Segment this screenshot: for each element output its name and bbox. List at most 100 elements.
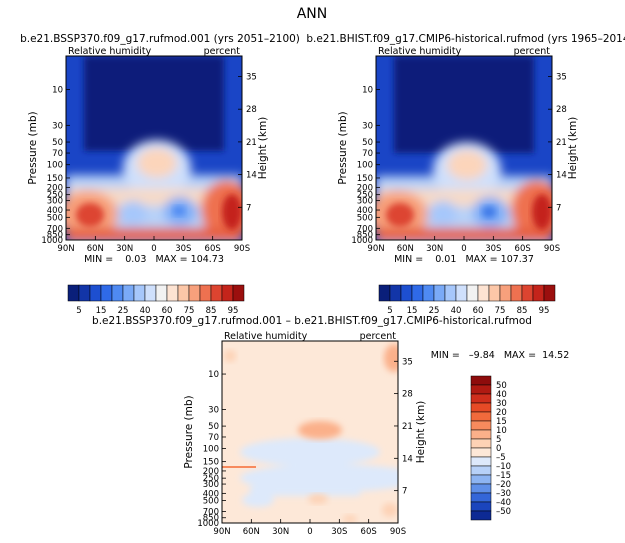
panel-a-y2label: Height (km) bbox=[257, 117, 269, 180]
panel-c-pressure-tick-label: 30 bbox=[208, 406, 219, 416]
panel-c-field bbox=[222, 341, 398, 523]
colorbar-b-label: 40 bbox=[451, 306, 462, 316]
colorbar-c-swatch bbox=[470, 402, 492, 413]
colorbar-top-left: 5 15 25 40 60 75 85 95 bbox=[67, 284, 245, 316]
colorbar-c-swatch bbox=[470, 456, 492, 467]
panel-a-x-tick-label: 90N bbox=[57, 244, 74, 254]
panel-c-height-tick-label: 14 bbox=[402, 454, 413, 464]
colorbar-c-label: –40 bbox=[496, 498, 511, 508]
panel-c-y2label: Height (km) bbox=[415, 401, 427, 464]
panel-a-title: b.e21.BSSP370.f09_g17.rufmod.001 (yrs 20… bbox=[20, 33, 300, 45]
panel-c-title: b.e21.BSSP370.f09_g17.rufmod.001 – b.e21… bbox=[92, 315, 532, 327]
colorbar-a-swatch bbox=[177, 284, 190, 302]
panel-c-left-label: Relative humidity bbox=[224, 331, 308, 342]
colorbar-a-swatch bbox=[199, 284, 212, 302]
panel-c-pressure-tick-label: 70 bbox=[208, 433, 219, 443]
colorbar-c-label: –5 bbox=[496, 453, 506, 463]
panel-b-pressure-tick-label: 10 bbox=[362, 85, 373, 95]
colorbar-a-swatch bbox=[89, 284, 102, 302]
colorbar-c-swatch bbox=[470, 375, 492, 386]
colorbar-a-label: 15 bbox=[96, 306, 107, 316]
colorbar-b-swatch bbox=[389, 284, 402, 302]
panel-a-height-tick-label: 14 bbox=[246, 171, 257, 181]
panel-a-x-tick-label: 30N bbox=[116, 244, 133, 254]
colorbar-b-swatch bbox=[444, 284, 457, 302]
panel-a-height-tick-label: 28 bbox=[246, 105, 257, 115]
panel-a-height-tick-label: 7 bbox=[246, 203, 251, 213]
panel-c-x-tick-label: 60S bbox=[361, 527, 377, 537]
colorbar-a-swatch bbox=[144, 284, 157, 302]
panel-c-height-tick-label: 21 bbox=[402, 422, 413, 432]
panel-difference: b.e21.BSSP370.f09_g17.rufmod.001 – b.e21… bbox=[92, 315, 569, 537]
colorbar-b-swatch bbox=[532, 284, 545, 302]
panel-b-x-tick-label: 60S bbox=[515, 244, 531, 254]
colorbar-a-swatch bbox=[232, 284, 245, 302]
colorbar-b-label: 75 bbox=[495, 306, 506, 316]
panel-a-x-tick-label: 30S bbox=[175, 244, 191, 254]
colorbar-b-swatch bbox=[455, 284, 468, 302]
panel-a-x-tick-label: 60N bbox=[87, 244, 104, 254]
colorbar-a-swatch bbox=[111, 284, 124, 302]
panel-b-x-tick-label: 90N bbox=[367, 244, 384, 254]
panel-a-x-tick-label: 90S bbox=[234, 244, 250, 254]
panel-a-pressure-tick-label: 300 bbox=[47, 197, 63, 207]
colorbar-c-swatch bbox=[470, 438, 492, 449]
panel-c-height-tick-label: 35 bbox=[402, 357, 413, 367]
panel-b-pressure-tick-label: 500 bbox=[357, 213, 373, 223]
colorbar-c-swatch bbox=[470, 474, 492, 485]
colorbar-b-swatch bbox=[422, 284, 435, 302]
panel-a-height-tick-label: 21 bbox=[246, 138, 257, 148]
colorbar-c-label: 10 bbox=[496, 426, 507, 436]
colorbar-c-label: –20 bbox=[496, 480, 511, 490]
colorbar-a-swatch bbox=[221, 284, 234, 302]
colorbar-b-label: 25 bbox=[429, 306, 440, 316]
panel-b-pressure-tick-label: 150 bbox=[357, 174, 373, 184]
panel-a-field bbox=[66, 56, 242, 240]
colorbar-c-swatch bbox=[470, 420, 492, 431]
colorbar-c-label: 5 bbox=[496, 435, 501, 445]
panel-a-pressure-tick-label: 400 bbox=[47, 206, 63, 216]
panel-b-pressure-tick-label: 850 bbox=[357, 231, 373, 241]
panel-b-pressure-tick-label: 250 bbox=[357, 191, 373, 201]
colorbar-b-label: 5 bbox=[387, 306, 392, 316]
panel-b-height-tick-label: 28 bbox=[556, 105, 567, 115]
panel-b-pressure-tick-label: 100 bbox=[357, 161, 373, 171]
colorbar-b-label: 60 bbox=[473, 306, 484, 316]
panel-c-x-tick-label: 30N bbox=[272, 527, 289, 537]
panel-a-left-label: Relative humidity bbox=[68, 46, 152, 57]
panel-a-axes: 90N 60N 30N 0 30S 60S 90S103050701001502002503… bbox=[41, 72, 256, 254]
colorbar-a-swatch bbox=[122, 284, 135, 302]
colorbar-a-swatch bbox=[155, 284, 168, 302]
panel-b-pressure-tick-label: 700 bbox=[357, 224, 373, 234]
colorbar-a-label: 40 bbox=[140, 306, 151, 316]
panel-b-right-label: percent bbox=[514, 46, 551, 57]
colorbar-a-swatch bbox=[166, 284, 179, 302]
colorbar-c-swatch bbox=[470, 501, 492, 512]
colorbar-a-label: 95 bbox=[228, 306, 239, 316]
panel-c-axes: 90N 60N 30N 0 30S 60S 90S103050701001502002503… bbox=[197, 357, 412, 537]
colorbar-c-label: 50 bbox=[496, 381, 507, 391]
panel-a-pressure-tick-label: 30 bbox=[52, 121, 63, 131]
colorbar-a-swatch bbox=[210, 284, 223, 302]
panel-a-pressure-tick-label: 200 bbox=[47, 183, 63, 193]
colorbar-c-swatch bbox=[470, 510, 492, 521]
panel-c-pressure-tick-label: 250 bbox=[203, 474, 219, 484]
panel-b-height-tick-label: 14 bbox=[556, 171, 567, 181]
panel-c-x-tick-label: 60N bbox=[243, 527, 260, 537]
colorbar-c-label: –50 bbox=[496, 507, 511, 517]
panel-b-field bbox=[376, 56, 552, 240]
panel-b-pressure-tick-label: 50 bbox=[362, 138, 373, 148]
panel-c-height-tick-label: 28 bbox=[402, 390, 413, 400]
colorbar-c-label: –10 bbox=[496, 462, 511, 472]
figure-title: ANN bbox=[297, 6, 328, 22]
panel-a-pressure-tick-label: 100 bbox=[47, 161, 63, 171]
colorbar-b-swatch bbox=[411, 284, 424, 302]
panel-b-pressure-tick-label: 400 bbox=[357, 206, 373, 216]
panel-a-pressure-tick-label: 700 bbox=[47, 224, 63, 234]
panel-b-height-tick-label: 35 bbox=[556, 72, 567, 82]
colorbar-c-label: 40 bbox=[496, 390, 507, 400]
panel-b-pressure-tick-label: 1000 bbox=[351, 236, 373, 246]
colorbar-c-label: 0 bbox=[496, 444, 501, 454]
colorbar-a-label: 5 bbox=[76, 306, 81, 316]
